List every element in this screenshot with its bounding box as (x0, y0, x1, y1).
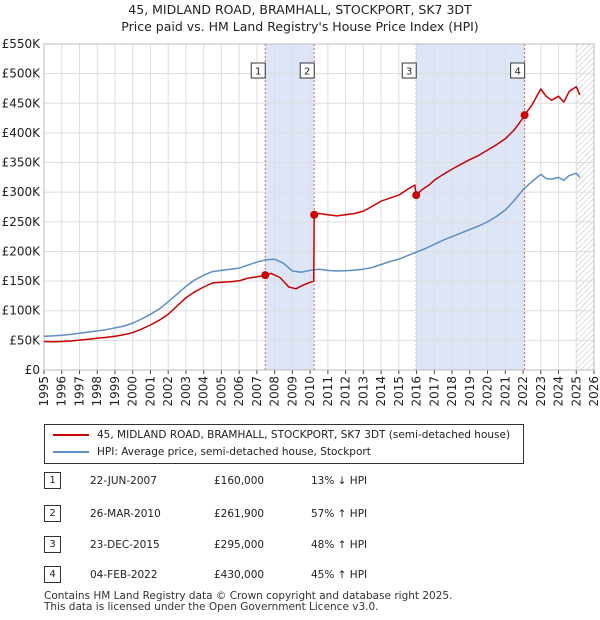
sale-date: 23-DEC-2015 (90, 539, 160, 551)
sale-date: 26-MAR-2010 (90, 508, 161, 520)
x-tick-label: 2010 (303, 376, 317, 407)
sale-hpi-change: 45% ↑ HPI (311, 569, 368, 581)
x-tick-label: 2020 (481, 376, 495, 407)
y-tick-label: £300K (2, 185, 42, 199)
sale-date: 04-FEB-2022 (90, 569, 158, 581)
y-tick-label: £500K (2, 67, 42, 81)
table-row: 2 26-MAR-2010 £261,900 57% ↑ HPI (44, 505, 544, 523)
sale-label-box-1 (250, 62, 266, 79)
y-tick-label: £150K (2, 274, 42, 288)
legend-item-property: 45, MIDLAND ROAD, BRAMHALL, STOCKPORT, S… (53, 427, 510, 443)
sale-label-2: 2 (304, 67, 310, 78)
hpi-line (43, 172, 581, 337)
x-tick-label: 2024 (552, 376, 566, 407)
chart-title: 45, MIDLAND ROAD, BRAMHALL, STOCKPORT, S… (128, 2, 472, 17)
sale-point-1 (261, 271, 270, 280)
x-tick-label: 2002 (161, 376, 175, 407)
sale-price: £430,000 (214, 569, 265, 581)
sale-hpi-change: 48% ↑ HPI (311, 539, 368, 551)
x-tick-label: 2015 (392, 376, 406, 407)
legend-swatch-property (53, 434, 89, 436)
sale-price: £295,000 (214, 539, 265, 551)
x-tick-label: 2019 (463, 376, 477, 407)
table-row: 4 04-FEB-2022 £430,000 45% ↑ HPI (44, 566, 544, 584)
shaded-period-1 (265, 44, 315, 370)
y-tick-label: £400K (2, 126, 42, 140)
x-tick-label: 1999 (108, 376, 122, 407)
x-tick-label: 2004 (197, 376, 211, 407)
sale-hpi-change: 57% ↑ HPI (311, 508, 368, 520)
sale-point-3 (412, 191, 421, 200)
x-tick-label: 2013 (356, 376, 370, 407)
table-row: 1 22-JUN-2007 £160,000 13% ↓ HPI (44, 472, 544, 490)
sale-label-box-2 (299, 62, 315, 79)
sale-label-box-4 (510, 62, 526, 79)
sale-number: 2 (44, 505, 61, 522)
y-tick-label: £450K (2, 96, 42, 110)
x-tick-label: 1996 (55, 376, 69, 407)
x-tick-label: 2008 (268, 376, 282, 407)
sale-label-1: 1 (255, 67, 261, 78)
sale-date: 22-JUN-2007 (90, 475, 157, 487)
x-tick-label: 2017 (427, 376, 441, 407)
plot-frame (43, 43, 595, 371)
legend-label-property: 45, MIDLAND ROAD, BRAMHALL, STOCKPORT, S… (97, 429, 511, 441)
x-tick-label: 2011 (321, 376, 335, 407)
x-tick-label: 2016 (410, 376, 424, 407)
sale-number: 1 (44, 472, 61, 489)
y-tick-label: £250K (2, 215, 42, 229)
y-tick-label: £200K (2, 244, 42, 258)
sale-price: £160,000 (214, 475, 265, 487)
sale-number: 3 (44, 536, 61, 553)
sale-point-4 (520, 111, 529, 120)
y-tick-label: £100K (2, 304, 42, 318)
y-tick-label: £50K (9, 333, 41, 347)
x-tick-label: 2007 (250, 376, 264, 407)
x-tick-label: 2006 (232, 376, 246, 407)
x-tick-label: 1995 (37, 376, 51, 407)
x-tick-label: 2009 (285, 376, 299, 407)
sale-label-3: 3 (406, 67, 412, 78)
property-price-line (43, 85, 581, 343)
sale-price: £261,900 (214, 508, 265, 520)
x-tick-label: 2005 (214, 376, 228, 407)
y-tick-label: £350K (2, 156, 42, 170)
y-tick-label: £550K (2, 37, 42, 51)
x-tick-label: 2012 (339, 376, 353, 407)
price-chart: £0 £50K £100K £150K £200K £250K £300K £350K £400… (2, 37, 600, 407)
forecast-hatch (576, 44, 594, 370)
footer-licence: This data is licensed under the Open Gov… (44, 601, 379, 613)
chart-legend: 45, MIDLAND ROAD, BRAMHALL, STOCKPORT, S… (44, 424, 524, 464)
x-tick-label: 1998 (90, 376, 104, 407)
x-tick-label: 2018 (445, 376, 459, 407)
x-tick-label: 2000 (126, 376, 140, 407)
footer-copyright: Contains HM Land Registry data © Crown c… (44, 590, 453, 602)
x-tick-label: 2001 (143, 376, 157, 407)
sale-number: 4 (44, 566, 61, 583)
x-tick-label: 2026 (587, 376, 600, 407)
x-tick-label: 1997 (72, 376, 86, 407)
x-tick-label: 2022 (516, 376, 530, 407)
table-row: 3 23-DEC-2015 £295,000 48% ↑ HPI (44, 536, 544, 554)
x-tick-label: 2003 (179, 376, 193, 407)
legend-item-hpi: HPI: Average price, semi-detached house,… (53, 444, 371, 460)
sale-hpi-change: 13% ↓ HPI (311, 475, 368, 487)
x-tick-label: 2023 (534, 376, 548, 407)
sale-point-2 (310, 210, 319, 219)
legend-label-hpi: HPI: Average price, semi-detached house,… (97, 446, 371, 458)
x-tick-label: 2014 (374, 376, 388, 407)
sale-label-4: 4 (514, 67, 520, 78)
x-tick-label: 2021 (498, 376, 512, 407)
sale-label-box-3 (401, 62, 417, 79)
x-tick-label: 2025 (569, 376, 583, 407)
y-tick-label: £0 (25, 363, 40, 377)
chart-subtitle: Price paid vs. HM Land Registry's House … (121, 19, 479, 34)
legend-swatch-hpi (53, 451, 89, 453)
